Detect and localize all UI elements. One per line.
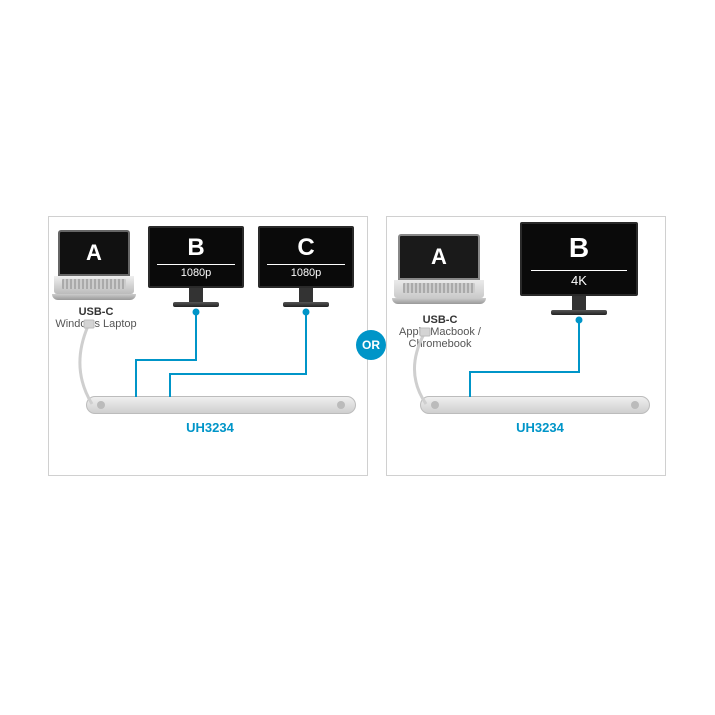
left-monitor-b-res: 1080p (157, 264, 234, 279)
left-monitor-c: C 1080p (258, 226, 354, 307)
left-monitor-c-letter: C (260, 234, 352, 262)
right-dock (420, 396, 650, 414)
right-monitor-b-letter: B (522, 232, 636, 264)
right-monitor-b: B 4K (520, 222, 638, 315)
left-model-label: UH3234 (150, 420, 270, 435)
right-laptop-caption-2: Apple Macbook / (390, 326, 490, 338)
right-model-label: UH3234 (480, 420, 600, 435)
right-laptop-letter: A (400, 244, 478, 270)
right-laptop: A (398, 234, 480, 304)
left-dock (86, 396, 356, 414)
left-monitor-c-res: 1080p (267, 264, 344, 279)
right-laptop-caption-3: Chromebook (390, 338, 490, 350)
left-monitor-b: B 1080p (148, 226, 244, 307)
left-laptop-caption-1: USB-C (50, 306, 142, 318)
left-laptop-caption-2: Windows Laptop (50, 318, 142, 330)
or-badge: OR (356, 330, 386, 360)
diagram-canvas: A USB-C Windows Laptop B 1080p C 1080p U… (0, 0, 715, 715)
left-monitor-b-letter: B (150, 234, 242, 262)
right-laptop-caption: USB-C Apple Macbook / Chromebook (390, 314, 490, 350)
left-laptop: A (58, 230, 130, 300)
left-laptop-letter: A (60, 240, 128, 266)
right-laptop-caption-1: USB-C (390, 314, 490, 326)
left-laptop-caption: USB-C Windows Laptop (50, 306, 142, 330)
right-monitor-b-res: 4K (531, 270, 627, 288)
